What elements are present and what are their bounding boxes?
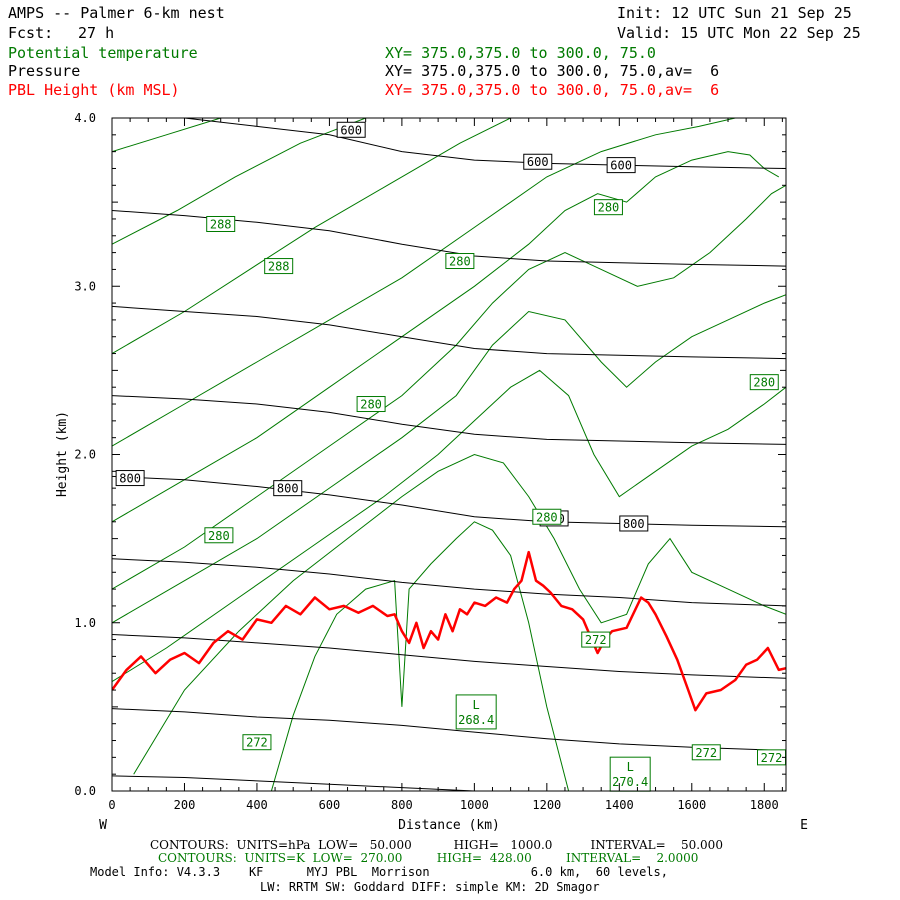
minimum-letter: L bbox=[473, 698, 480, 712]
theta-label: 280 bbox=[753, 376, 775, 390]
theta-label: 272 bbox=[585, 633, 607, 647]
pressure-contour-600 bbox=[112, 118, 786, 169]
pressure-label-box bbox=[619, 515, 649, 532]
theta-label: 280 bbox=[208, 529, 230, 543]
theta-label: 280 bbox=[536, 510, 558, 524]
theta-label: 280 bbox=[360, 398, 382, 412]
theta-contour-line bbox=[112, 369, 786, 683]
pressure-contour-850 bbox=[112, 558, 786, 607]
theta-contour-line bbox=[112, 118, 511, 355]
y-axis-label: Height (km) bbox=[55, 411, 70, 497]
theta-contour-line bbox=[112, 294, 786, 624]
theta-label: 272 bbox=[695, 746, 717, 760]
theta-label: 280 bbox=[449, 255, 471, 269]
theta-label-box bbox=[206, 215, 236, 232]
y-tick-label: 1.0 bbox=[74, 616, 96, 630]
theta-label-box bbox=[242, 734, 272, 751]
theta-label-box bbox=[264, 258, 294, 275]
x-tick-label: 800 bbox=[391, 798, 413, 812]
pressure-label: 800 bbox=[623, 517, 645, 531]
pressure-label-box bbox=[115, 470, 145, 487]
field-pbl-name: PBL Height (km MSL) bbox=[8, 81, 180, 99]
theta-contour-line bbox=[112, 151, 780, 523]
y-tick-label: 4.0 bbox=[74, 111, 96, 125]
x-tick-label: 200 bbox=[174, 798, 196, 812]
field-theta-xy: XY= 375.0,375.0 to 300.0, 75.0 bbox=[385, 44, 656, 62]
theta-contour-line bbox=[112, 118, 439, 245]
theta-label: 288 bbox=[210, 217, 232, 231]
theta-label: 272 bbox=[761, 751, 783, 765]
x-tick-label: 1800 bbox=[750, 798, 779, 812]
y-tick-label: 3.0 bbox=[74, 279, 96, 293]
pressure-label: 600 bbox=[527, 155, 549, 169]
x-tick-label: 1400 bbox=[605, 798, 634, 812]
pressure-contour-800 bbox=[112, 475, 786, 528]
pressure-contour-info: CONTOURS: UNITS=hPa LOW= 50.000 HIGH= 10… bbox=[150, 838, 723, 852]
theta-label-box bbox=[749, 374, 779, 391]
x-axis-label: Distance (km) bbox=[398, 818, 500, 833]
pressure-contour-750 bbox=[112, 395, 786, 445]
minimum-label-box bbox=[455, 694, 497, 730]
minimum-value: 270.4 bbox=[612, 775, 648, 789]
theta-label-box bbox=[593, 199, 623, 216]
y-tick-label: 0.0 bbox=[74, 784, 96, 798]
theta-contour-line bbox=[270, 521, 570, 791]
model-title: AMPS -- Palmer 6-km nest bbox=[8, 4, 225, 22]
contour-labels: 6006006008008008008002882882802802802802… bbox=[115, 121, 787, 792]
x-tick-label: 400 bbox=[246, 798, 268, 812]
physics-info: LW: RRTM SW: Goddard DIFF: simple KM: 2D… bbox=[260, 880, 600, 894]
theta-label-box bbox=[581, 631, 611, 648]
pbl-height-line bbox=[112, 550, 786, 712]
west-label: W bbox=[99, 818, 107, 833]
theta-contour-info: CONTOURS: UNITS=K LOW= 270.00 HIGH= 428.… bbox=[158, 851, 699, 865]
east-label: E bbox=[800, 818, 808, 833]
pressure-label: 600 bbox=[340, 123, 362, 137]
pressure-label-box bbox=[523, 153, 553, 170]
field-pressure-xy: XY= 375.0,375.0 to 300.0, 75.0,av= 6 bbox=[385, 62, 720, 80]
axes: 0 200 400 600 800 1000 1200 1400 1600 1800 0.0 1.0 2… bbox=[74, 111, 786, 812]
init-time: Init: 12 UTC Sun 21 Sep 25 bbox=[617, 4, 852, 22]
theta-label-box bbox=[204, 527, 234, 544]
theta-label-box bbox=[445, 253, 475, 270]
theta-label: 280 bbox=[598, 201, 620, 215]
field-theta-name: Potential temperature bbox=[8, 44, 198, 62]
theta-label-box bbox=[691, 744, 721, 761]
pressure-label: 600 bbox=[610, 159, 632, 173]
pressure-contour-700 bbox=[112, 305, 786, 360]
x-tick-label: 1200 bbox=[532, 798, 561, 812]
minimum-label-box bbox=[609, 756, 651, 792]
y-tick-label: 2.0 bbox=[74, 448, 96, 462]
field-pressure-name: Pressure bbox=[8, 62, 81, 80]
pbl-height-layer bbox=[112, 550, 786, 712]
pressure-contour-900 bbox=[112, 634, 786, 679]
theta-label: 272 bbox=[246, 736, 268, 750]
valid-time: Valid: 15 UTC Mon 22 Sep 25 bbox=[617, 24, 861, 42]
theta-label: 288 bbox=[268, 260, 290, 274]
minimum-value: 268.4 bbox=[458, 713, 494, 727]
x-tick-label: 0 bbox=[108, 798, 115, 812]
pressure-label: 800 bbox=[277, 482, 299, 496]
theta-label-box bbox=[356, 396, 386, 413]
pressure-label-box bbox=[273, 480, 303, 497]
pressure-label-box bbox=[336, 121, 366, 138]
forecast-hour: 27 h bbox=[78, 24, 115, 42]
model-info: Model Info: V4.3.3 KF MYJ PBL Morrison 6… bbox=[90, 865, 668, 879]
pressure-label: 800 bbox=[119, 472, 141, 486]
x-tick-label: 600 bbox=[319, 798, 341, 812]
forecast-label: Fcst: bbox=[8, 24, 54, 42]
x-tick-label: 1600 bbox=[677, 798, 706, 812]
theta-contour-line bbox=[112, 118, 736, 447]
pressure-contour-950 bbox=[112, 708, 786, 752]
x-tick-label: 1000 bbox=[460, 798, 489, 812]
theta-label-box bbox=[532, 508, 562, 525]
field-pbl-xy: XY= 375.0,375.0 to 300.0, 75.0,av= 6 bbox=[385, 81, 720, 99]
minimum-letter: L bbox=[627, 760, 634, 774]
theta-contour-line bbox=[112, 118, 337, 153]
pressure-label-box bbox=[606, 157, 636, 174]
